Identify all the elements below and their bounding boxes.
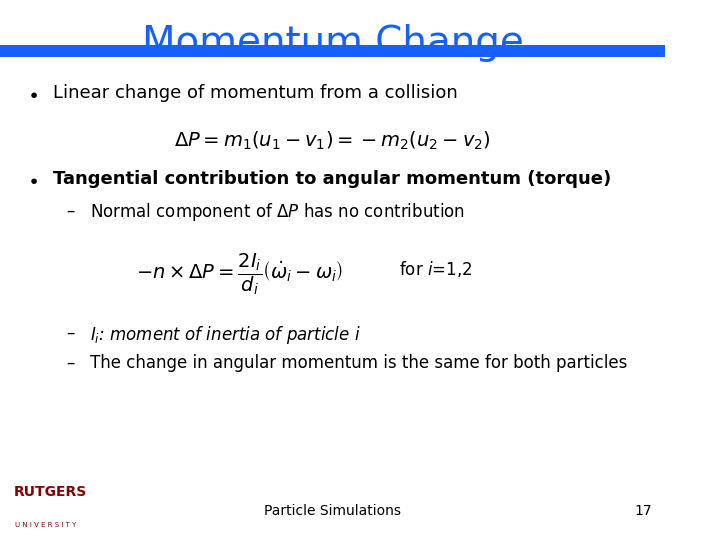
Text: for $i$=1,2: for $i$=1,2 (399, 259, 473, 279)
Text: –: – (66, 201, 75, 219)
Text: U N I V E R S I T Y: U N I V E R S I T Y (14, 522, 76, 528)
Text: –: – (66, 324, 75, 342)
Text: The change in angular momentum is the same for both particles: The change in angular momentum is the sa… (90, 354, 627, 372)
FancyBboxPatch shape (0, 45, 665, 57)
Text: Linear change of momentum from a collision: Linear change of momentum from a collisi… (53, 84, 458, 102)
Text: $I_i$: moment of inertia of particle $i$: $I_i$: moment of inertia of particle $i$ (90, 324, 361, 346)
Text: $\bullet$: $\bullet$ (27, 84, 37, 103)
Text: Particle Simulations: Particle Simulations (264, 504, 401, 518)
Text: $\Delta P = m_1\left(u_1 - v_1\right) = -m_2\left(u_2 - v_2\right)$: $\Delta P = m_1\left(u_1 - v_1\right) = … (174, 130, 491, 152)
Text: –: – (66, 354, 75, 372)
Text: Normal component of $\Delta P$ has no contribution: Normal component of $\Delta P$ has no co… (90, 201, 465, 224)
Text: RUTGERS: RUTGERS (13, 485, 86, 500)
Text: $\bullet$: $\bullet$ (27, 170, 37, 189)
Text: Momentum Change: Momentum Change (142, 24, 523, 62)
Text: $-n \times \Delta P = \dfrac{2I_i}{d_i}\left(\dot{\omega}_i - \omega_i\right)$: $-n \times \Delta P = \dfrac{2I_i}{d_i}\… (136, 251, 343, 297)
Text: Tangential contribution to angular momentum (torque): Tangential contribution to angular momen… (53, 170, 611, 188)
Text: 17: 17 (634, 504, 652, 518)
